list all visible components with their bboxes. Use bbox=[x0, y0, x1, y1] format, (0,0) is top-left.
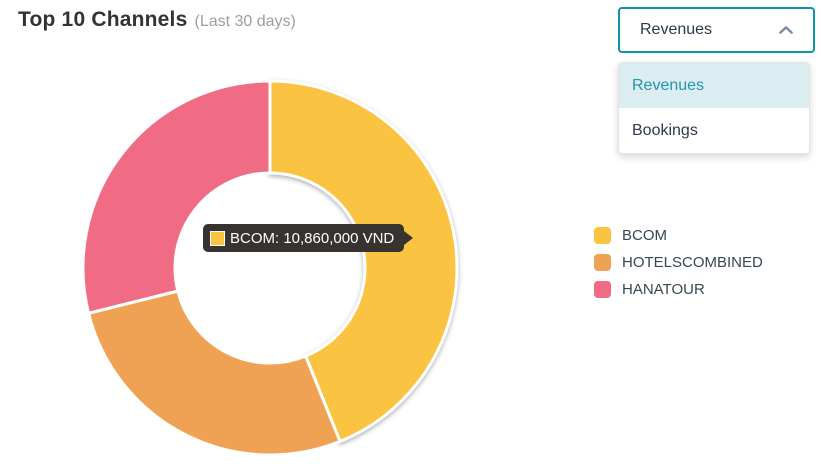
dropdown-option-revenues[interactable]: Revenues bbox=[619, 63, 809, 108]
donut-slice-hotelscombined[interactable] bbox=[87, 289, 342, 457]
legend-item-hotelscombined[interactable]: HOTELSCOMBINED bbox=[594, 254, 763, 271]
donut-chart bbox=[81, 79, 459, 457]
page-subtitle: (Last 30 days) bbox=[194, 13, 296, 30]
legend-item-hanatour[interactable]: HANATOUR bbox=[594, 281, 763, 298]
donut-slice-bcom[interactable] bbox=[268, 79, 459, 443]
header: Top 10 Channels (Last 30 days) bbox=[18, 8, 296, 32]
dropdown-option-label: Revenues bbox=[632, 76, 705, 94]
tooltip-arrow-icon bbox=[404, 231, 414, 245]
metric-select-dropdown: Revenues Bookings bbox=[618, 62, 810, 154]
dropdown-option-label: Bookings bbox=[632, 121, 698, 139]
tooltip-series-swatch bbox=[210, 230, 225, 246]
dropdown-option-bookings[interactable]: Bookings bbox=[619, 108, 809, 153]
legend-label: HOTELSCOMBINED bbox=[622, 254, 763, 271]
legend-swatch bbox=[594, 227, 611, 244]
legend-swatch bbox=[594, 281, 611, 298]
legend-item-bcom[interactable]: BCOM bbox=[594, 227, 763, 244]
chevron-up-icon bbox=[779, 26, 793, 34]
metric-select-value: Revenues bbox=[640, 21, 713, 38]
chart-legend: BCOM HOTELSCOMBINED HANATOUR bbox=[594, 227, 763, 298]
tooltip-text: BCOM: 10,860,000 VND bbox=[230, 229, 395, 247]
legend-label: BCOM bbox=[622, 227, 667, 244]
chart-tooltip: BCOM: 10,860,000 VND bbox=[203, 224, 414, 252]
legend-swatch bbox=[594, 254, 611, 271]
donut-slice-hanatour[interactable] bbox=[81, 79, 272, 315]
legend-label: HANATOUR bbox=[622, 281, 705, 298]
page-title: Top 10 Channels bbox=[18, 8, 188, 31]
metric-select[interactable]: Revenues bbox=[618, 7, 815, 53]
